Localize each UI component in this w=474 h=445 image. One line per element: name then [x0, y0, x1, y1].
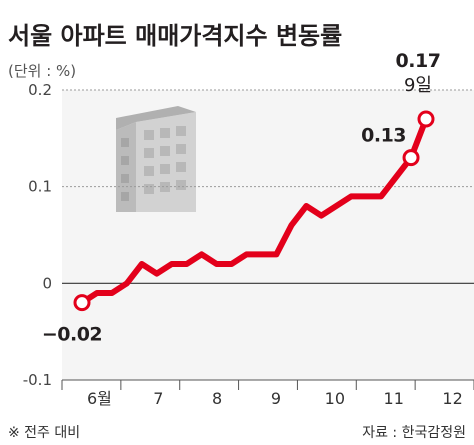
x-tick-label: 10	[325, 389, 345, 408]
y-tick-label: 0	[42, 274, 52, 292]
data-label: 0.13	[361, 125, 406, 147]
x-axis: 6월 7 8 9 10 11 12	[61, 379, 474, 408]
x-tick-label: 7	[153, 389, 163, 408]
x-tick-label: 9	[271, 389, 281, 408]
x-tick-label: 11	[384, 389, 404, 408]
series	[79, 116, 429, 306]
data-labels: −0.02 0.13 0.17 9일	[42, 50, 441, 346]
x-tick-label: 8	[212, 389, 222, 408]
y-tick-label: 0.1	[28, 178, 52, 196]
data-label: −0.02	[42, 324, 102, 346]
source-label: 자료 : 한국감정원	[362, 425, 466, 441]
unit-label: (단위 : %)	[8, 62, 76, 80]
chart-title: 서울 아파트 매매가격지수 변동률	[8, 22, 342, 50]
x-tick-label: 6월	[87, 389, 112, 408]
data-point-marker	[417, 110, 435, 128]
x-tick-label: 12	[442, 389, 462, 408]
series-line	[79, 116, 429, 306]
apartment-building-icon	[116, 106, 196, 212]
y-tick-label: 0.2	[28, 81, 52, 99]
y-axis: 0.2 0.1 0 -0.1	[23, 81, 52, 389]
annotation-label: 9일	[404, 75, 432, 96]
data-label: 0.17	[396, 50, 441, 72]
footnote: ※ 전주 대비	[8, 425, 80, 441]
y-tick-label: -0.1	[23, 371, 52, 389]
data-point-marker	[73, 294, 91, 312]
data-point-marker	[402, 149, 420, 167]
